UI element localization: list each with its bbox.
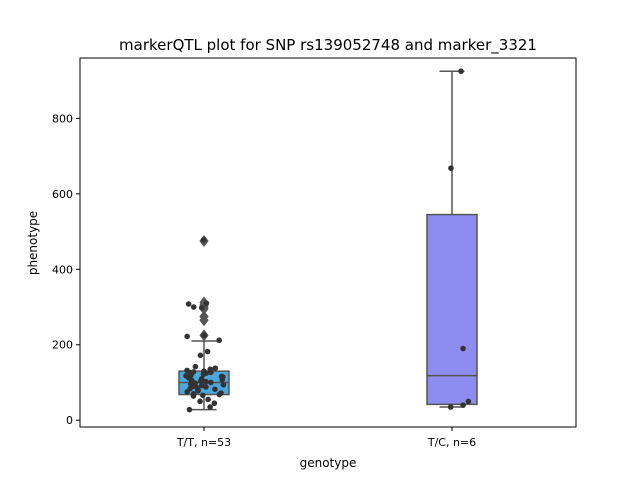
data-point (185, 301, 192, 307)
plot-frame (79, 57, 577, 428)
data-point (212, 386, 218, 393)
data-point (448, 165, 454, 171)
data-point (198, 304, 205, 311)
data-point (212, 365, 219, 371)
y-tick-label: 800 (52, 112, 73, 125)
x-axis-label: genotype (300, 456, 357, 470)
data-point (208, 369, 214, 376)
data-point (207, 404, 213, 410)
data-point (460, 402, 466, 408)
data-point (190, 304, 197, 310)
data-point (190, 393, 197, 399)
points-layer (183, 68, 472, 413)
data-point (200, 371, 207, 377)
data-point (205, 396, 211, 403)
data-point (220, 381, 227, 388)
y-axis-label: phenotype (26, 211, 40, 275)
data-point (200, 237, 207, 243)
data-point (458, 68, 464, 75)
box-body (426, 213, 478, 406)
data-point (460, 345, 466, 352)
x-tick-label: T/T, n=53 (176, 436, 231, 449)
data-point (203, 378, 209, 385)
data-point (197, 352, 204, 359)
data-point (211, 400, 218, 407)
y-tick-label: 600 (52, 188, 73, 201)
data-point (197, 378, 204, 384)
data-point (197, 398, 203, 405)
y-tick-label: 0 (66, 414, 73, 427)
data-point (184, 333, 190, 340)
y-tick-label: 400 (52, 263, 73, 276)
y-axis: 0 200 400 600 800 (52, 112, 80, 427)
data-point (219, 376, 226, 383)
data-point (208, 379, 214, 386)
x-axis: T/T, n=53 T/C, n=6 (176, 427, 476, 449)
data-point (203, 384, 209, 390)
data-point (184, 389, 190, 395)
data-point (201, 332, 208, 339)
box-1 (426, 70, 478, 408)
data-point (195, 387, 201, 394)
data-point (465, 398, 472, 405)
data-point (204, 348, 211, 355)
data-point (186, 406, 193, 413)
data-point (216, 391, 223, 398)
data-point (216, 337, 222, 344)
outlier-marker (199, 310, 209, 323)
data-point (200, 392, 206, 399)
data-point (447, 404, 454, 410)
chart-title: markerQTL plot for SNP rs139052748 and m… (119, 36, 537, 55)
x-tick-label: T/C, n=6 (427, 436, 476, 449)
boxes-layer (178, 70, 478, 411)
y-tick-label: 200 (52, 339, 73, 352)
data-point (203, 300, 210, 307)
data-point (192, 363, 199, 370)
